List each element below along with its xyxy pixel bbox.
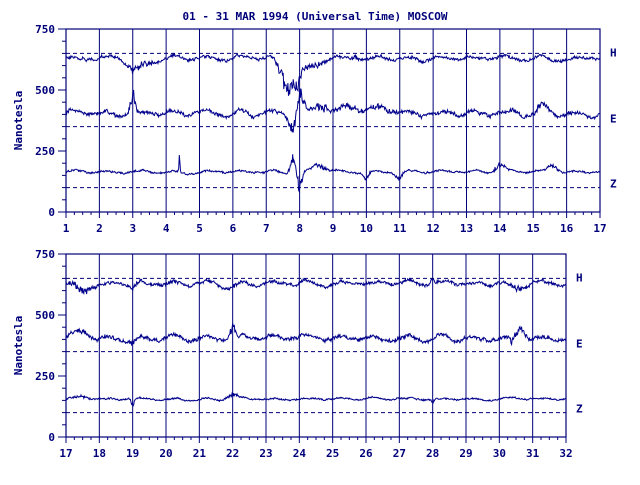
x-tick-label: 19 [126, 447, 139, 460]
plot-frame [65, 253, 567, 438]
y-axis-label: Nanotesla [12, 91, 25, 151]
series-trace [65, 391, 567, 407]
x-tick-label: 22 [226, 447, 239, 460]
x-tick-label: 8 [296, 222, 303, 235]
series-trace [65, 52, 601, 96]
y-tick-label: 500 [35, 84, 55, 97]
x-tick-label: 30 [493, 447, 506, 460]
x-tick-label: 14 [493, 222, 507, 235]
y-tick-label: 0 [48, 206, 55, 219]
y-tick-label: 500 [35, 309, 55, 322]
x-tick-label: 27 [393, 447, 406, 460]
series-label: E [576, 338, 583, 351]
panel-2: 17 18 19 20 21 22 23 24 25 26 27 28 29 30 31 32 0 250 500 7… [12, 248, 583, 460]
x-tick-label: 1 [63, 222, 70, 235]
x-tick-label: 4 [163, 222, 170, 235]
x-tick-label: 11 [393, 222, 407, 235]
y-tick-label: 250 [35, 145, 55, 158]
series-label: E [610, 113, 617, 126]
x-tick-label: 21 [193, 447, 207, 460]
x-tick-label: 2 [96, 222, 103, 235]
x-tick-label: 3 [129, 222, 136, 235]
panel-1: 1 2 3 4 5 6 7 8 9 10 11 12 13 14 15 16 170250500750Nanot… [12, 23, 617, 235]
panels: 1 2 3 4 5 6 7 8 9 10 11 12 13 14 15 16 170250500750Nanot… [12, 23, 617, 460]
y-tick-label: 250 [35, 370, 55, 383]
x-tick-label: 12 [427, 222, 440, 235]
x-tick-label: 23 [259, 447, 272, 460]
x-tick-label: 31 [526, 447, 540, 460]
series-e: E [65, 88, 617, 133]
x-tick-label: 5 [196, 222, 203, 235]
x-tick-label: 17 [593, 222, 606, 235]
y-tick-label: 750 [35, 23, 55, 36]
series-label: H [610, 46, 617, 59]
series-label: Z [576, 403, 583, 416]
x-tick-label: 20 [159, 447, 172, 460]
x-tick-label: 26 [359, 447, 373, 460]
chart-title: 01 - 31 MAR 1994 (Universal Time) MOSCOW [183, 10, 448, 23]
y-axis-label: Nanotesla [12, 316, 25, 376]
y-tick-label: 750 [35, 248, 55, 261]
x-tick-label: 6 [230, 222, 237, 235]
series-trace [65, 277, 567, 296]
series-label: H [576, 271, 583, 284]
series-trace [65, 323, 567, 347]
x-tick-label: 9 [330, 222, 337, 235]
x-tick-label: 15 [527, 222, 540, 235]
x-tick-label: 16 [560, 222, 574, 235]
x-tick-label: 28 [426, 447, 439, 460]
series-label: Z [610, 178, 617, 191]
x-tick-label: 32 [559, 447, 572, 460]
y-tick-label: 0 [48, 431, 55, 444]
series-z: Z [65, 391, 583, 416]
x-tick-label: 13 [460, 222, 473, 235]
x-tick-label: 29 [459, 447, 472, 460]
x-tick-label: 25 [326, 447, 339, 460]
x-tick-label: 24 [293, 447, 307, 460]
x-tick-label: 18 [93, 447, 106, 460]
series-e: E [65, 323, 583, 353]
series-h: H [65, 271, 583, 296]
x-tick-label: 10 [360, 222, 373, 235]
x-tick-label: 17 [59, 447, 72, 460]
series-trace [65, 88, 601, 133]
x-tick-label: 7 [263, 222, 270, 235]
series-trace [65, 154, 601, 194]
series-h: H [65, 46, 617, 96]
series-z: Z [65, 154, 617, 194]
